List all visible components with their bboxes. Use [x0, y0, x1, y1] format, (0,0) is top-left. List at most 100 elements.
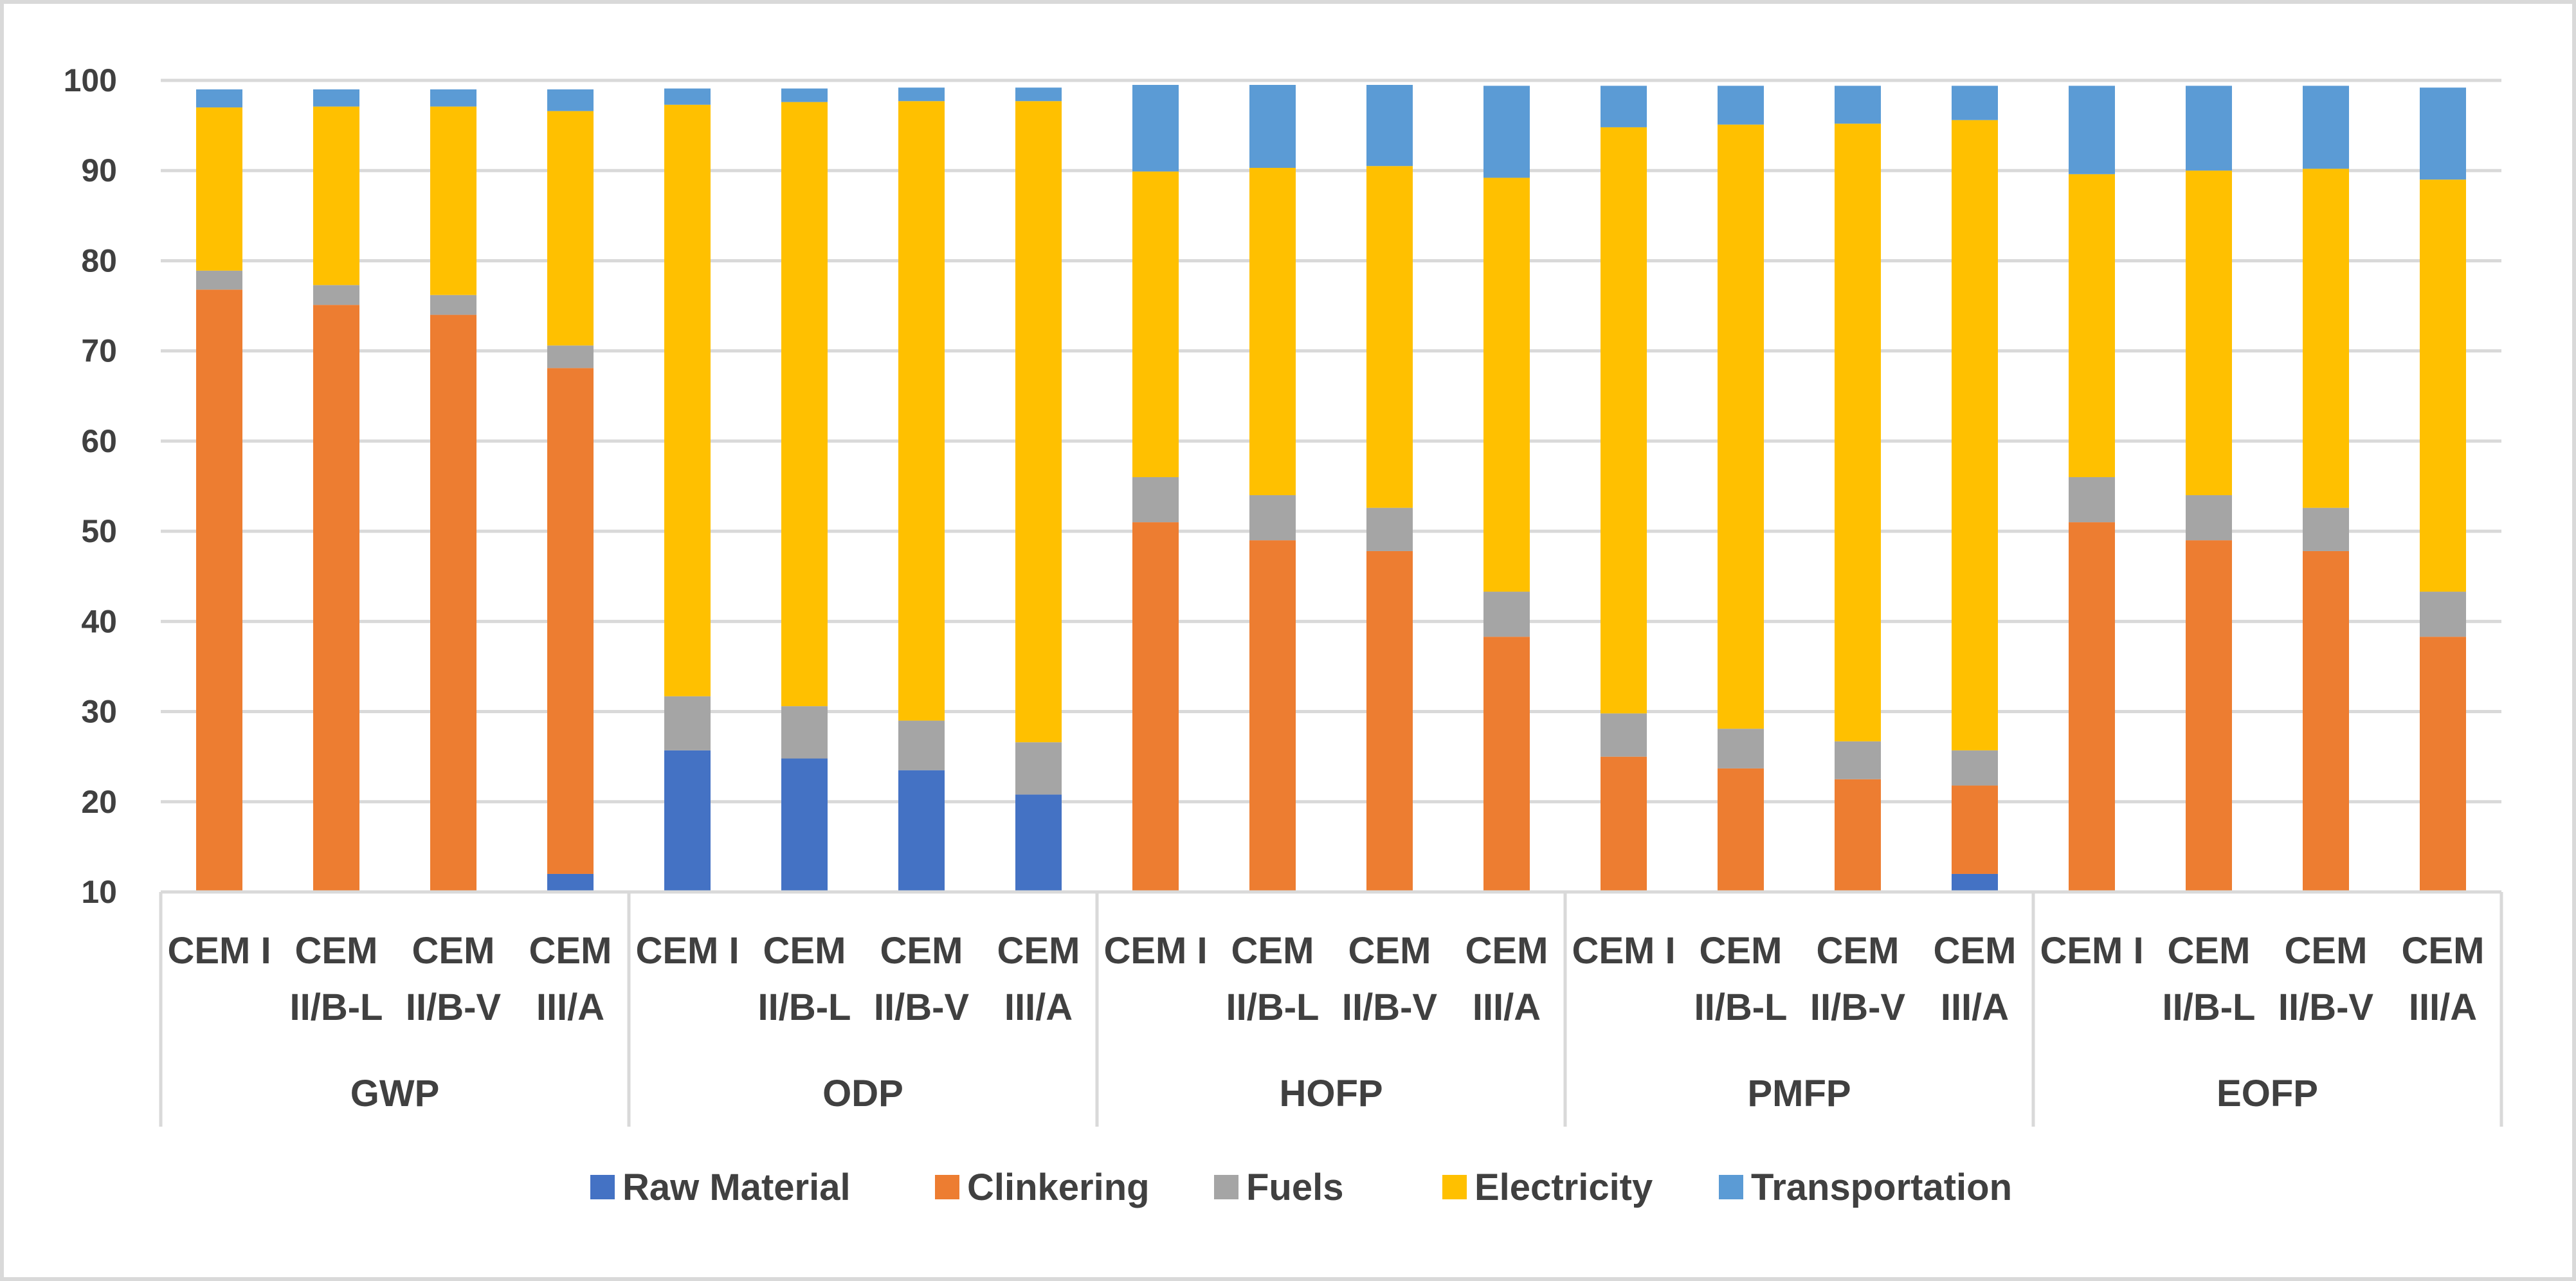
bar-segment-transportation — [781, 88, 828, 102]
gridlines — [161, 78, 2501, 804]
bar-segment-fuels — [2186, 495, 2232, 541]
x-tick-label-line1: CEM — [2402, 930, 2485, 972]
x-tick-label-line2: II/B-V — [2278, 986, 2374, 1028]
bar-segment-clinkering — [1718, 768, 1764, 892]
bar-segment-clinkering — [1132, 522, 1179, 892]
bar-segment-electricity — [1835, 123, 1881, 741]
y-tick-label: 50 — [81, 513, 117, 549]
bar-segment-electricity — [2303, 168, 2349, 508]
bar-segment-raw-material — [781, 758, 828, 892]
bar-segment-fuels — [664, 696, 711, 750]
y-tick-label: 90 — [81, 152, 117, 188]
bar-segment-raw-material — [664, 750, 711, 892]
x-tick-label-line2: II/B-V — [1342, 986, 1438, 1028]
bars — [196, 85, 2466, 893]
x-tick-label-line2: II/B-L — [1226, 986, 1320, 1028]
x-axis — [159, 890, 2503, 1127]
bar-segment-clinkering — [313, 305, 359, 892]
bar-segment-fuels — [2420, 592, 2466, 637]
legend-swatch — [935, 1175, 959, 1199]
legend-label: Electricity — [1474, 1167, 1653, 1208]
bar-segment-fuels — [1952, 750, 1998, 786]
x-tick-label-line1: CEM — [1700, 930, 1782, 972]
y-tick-label: 80 — [81, 242, 117, 278]
bar-segment-clinkering — [547, 368, 594, 874]
bar-segment-clinkering — [1483, 637, 1530, 892]
bar-segment-fuels — [1835, 741, 1881, 779]
bar-segment-electricity — [781, 102, 828, 707]
bar-segment-electricity — [1015, 101, 1062, 743]
group-label: EOFP — [2217, 1073, 2318, 1114]
bar-segment-transportation — [1249, 85, 1296, 168]
bar-segment-clinkering — [2186, 540, 2232, 892]
bar-segment-transportation — [2069, 86, 2115, 174]
bar-segment-electricity — [1718, 124, 1764, 729]
bar-segment-clinkering — [430, 314, 476, 893]
x-tick-label-line2: II/B-L — [1694, 986, 1788, 1028]
bar-segment-electricity — [2186, 170, 2232, 496]
x-tick-label-line1: CEM — [295, 930, 378, 972]
group-label: ODP — [822, 1073, 903, 1114]
bar-segment-transportation — [898, 87, 945, 102]
x-tick-label-line1: CEM I — [1103, 930, 1207, 972]
x-tick-label-line2: II/B-V — [874, 986, 970, 1028]
bar-segment-transportation — [1483, 86, 1530, 178]
bar-segment-clinkering — [1601, 756, 1647, 892]
bar-segment-electricity — [1952, 120, 1998, 750]
bar-segment-transportation — [1015, 87, 1062, 102]
x-tick-label-line1: CEM I — [2040, 930, 2143, 972]
bar-segment-transportation — [430, 89, 476, 107]
bar-segment-transportation — [2420, 87, 2466, 180]
y-axis-ticks: 10 20 30 40 50 60 70 80 90 100 — [64, 62, 117, 910]
legend-label: Raw Material — [622, 1167, 851, 1208]
bar-segment-fuels — [2303, 507, 2349, 551]
bar-segment-raw-material — [898, 770, 945, 892]
bar-segment-electricity — [430, 106, 476, 295]
x-tick-label-line1: CEM I — [167, 930, 271, 972]
bar-segment-fuels — [781, 706, 828, 759]
x-tick-label-line2: II/B-L — [758, 986, 851, 1028]
bar-segment-fuels — [1132, 477, 1179, 523]
bar-segment-clinkering — [1249, 540, 1296, 892]
bar-segment-transportation — [1718, 86, 1764, 125]
bar-segment-fuels — [313, 285, 359, 305]
bar-segment-transportation — [2186, 86, 2232, 171]
bar-segment-electricity — [898, 101, 945, 721]
y-tick-label: 20 — [81, 784, 117, 820]
y-tick-label: 30 — [81, 694, 117, 730]
bar-segment-electricity — [1249, 168, 1296, 496]
bar-segment-transportation — [1952, 86, 1998, 120]
x-tick-label-line2: III/A — [536, 986, 604, 1028]
bar-segment-clinkering — [2069, 522, 2115, 892]
x-tick-label-line1: CEM — [2168, 930, 2251, 972]
bar-segment-electricity — [1483, 177, 1530, 592]
legend-label: Fuels — [1246, 1167, 1344, 1208]
x-tick-label-line1: CEM — [880, 930, 963, 972]
bar-segment-transportation — [1366, 85, 1413, 167]
x-tick-label-line2: III/A — [1004, 986, 1073, 1028]
bar-segment-transportation — [547, 89, 594, 111]
legend-label: Clinkering — [967, 1167, 1150, 1208]
x-tick-label-line2: II/B-L — [2163, 986, 2256, 1028]
x-tick-label-line1: CEM — [529, 930, 612, 972]
legend-swatch — [1442, 1175, 1467, 1199]
x-tick-label-line2: II/B-L — [290, 986, 383, 1028]
group-label: HOFP — [1279, 1073, 1383, 1114]
x-tick-label-line1: CEM — [1934, 930, 2017, 972]
x-tick-label-line2: II/B-V — [406, 986, 502, 1028]
bar-segment-fuels — [430, 295, 476, 315]
legend-swatch — [1719, 1175, 1743, 1199]
x-tick-label-line2: III/A — [1473, 986, 1541, 1028]
bar-segment-electricity — [547, 111, 594, 346]
bar-segment-electricity — [1366, 166, 1413, 508]
x-tick-label-line1: CEM I — [635, 930, 739, 972]
legend-label: Transportation — [1751, 1167, 2012, 1208]
bar-segment-clinkering — [2303, 550, 2349, 892]
bar-segment-electricity — [313, 106, 359, 286]
y-tick-label: 40 — [81, 603, 117, 639]
bar-segment-transportation — [1601, 86, 1647, 127]
bar-segment-clinkering — [1366, 550, 1413, 892]
bar-segment-transportation — [2303, 86, 2349, 169]
